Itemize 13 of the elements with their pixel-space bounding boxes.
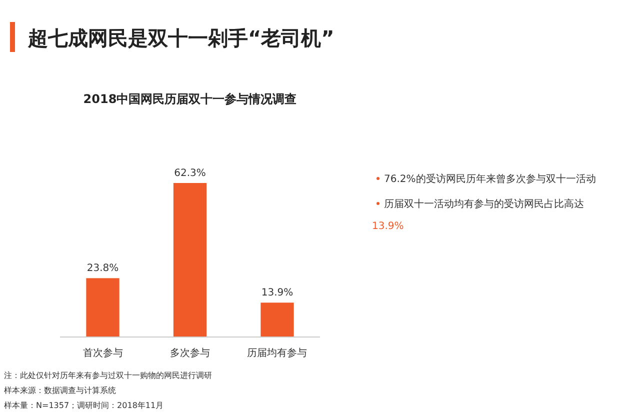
text: 样本来源：数据调查与计算系统 xyxy=(4,386,116,395)
data-label: 23.8% xyxy=(86,263,119,274)
x-tick-label: 首次参与 xyxy=(82,347,123,359)
x-tick-label: 历届均有参与 xyxy=(247,347,308,359)
data-label: 13.9% xyxy=(261,288,294,299)
chart-title: 超七成网民是双十一剁手“老司机” xyxy=(27,26,334,50)
x-tick-label: 多次参与 xyxy=(170,347,210,359)
text: 注：此处仅针对历年来有参与过双十一购物的网民进行调研 xyxy=(4,371,212,380)
text: 76.2%的受访网民历年来曾多次参与双十一活动 xyxy=(384,173,596,185)
data-label: 62.3% xyxy=(174,168,206,179)
chart-subtitle: 2018中国网民历届双十一参与情况调查 xyxy=(83,92,297,106)
text: 历届双十一活动均有参与的受访网民占比高达13.9% xyxy=(372,198,584,232)
text: 样本量：N=1357；调研时间：2018年11月 xyxy=(4,401,164,410)
